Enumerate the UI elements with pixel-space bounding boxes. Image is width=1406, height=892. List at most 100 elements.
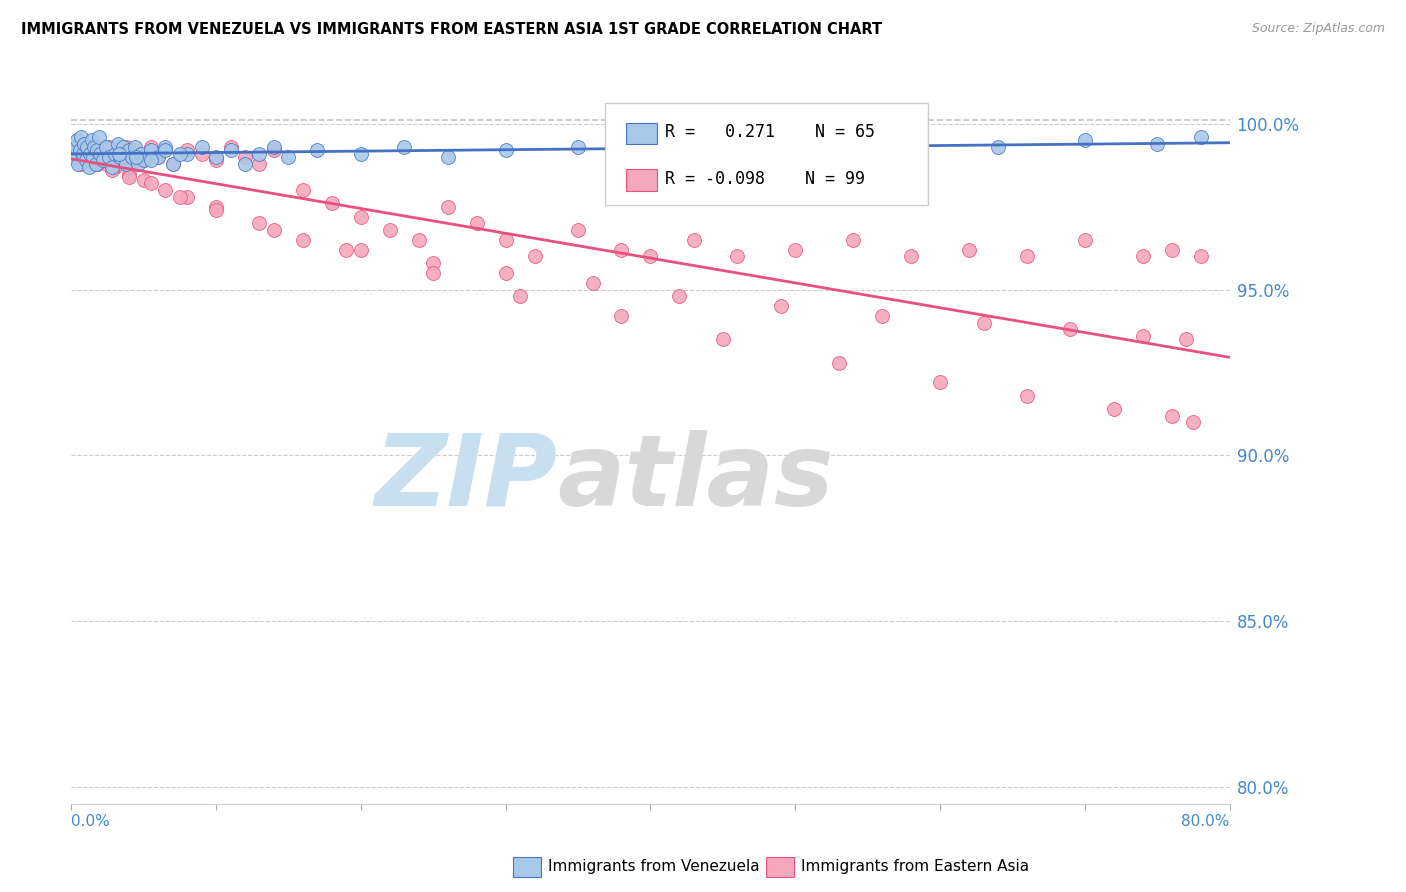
Text: R = -0.098    N = 99: R = -0.098 N = 99	[665, 170, 865, 188]
Point	[813, 143, 835, 157]
Point	[495, 266, 517, 280]
Point	[127, 156, 149, 170]
Point	[155, 143, 177, 157]
Point	[900, 249, 922, 263]
Point	[205, 150, 228, 164]
Point	[73, 136, 96, 151]
Point	[335, 243, 357, 257]
Point	[132, 153, 155, 168]
Point	[321, 196, 343, 211]
Point	[104, 156, 127, 170]
Point	[63, 140, 86, 154]
Point	[162, 156, 184, 170]
Point	[87, 130, 110, 145]
Point	[169, 146, 191, 161]
Point	[67, 156, 90, 170]
Point	[1102, 402, 1125, 417]
Point	[1132, 329, 1154, 343]
Point	[394, 140, 416, 154]
Point	[101, 150, 124, 164]
Point	[115, 156, 138, 170]
Point	[219, 140, 242, 154]
Point	[291, 183, 314, 197]
Text: 0.0%: 0.0%	[72, 814, 110, 829]
Point	[86, 143, 108, 157]
Point	[118, 167, 141, 181]
Point	[107, 136, 129, 151]
Point	[263, 140, 285, 154]
Point	[640, 249, 662, 263]
Point	[72, 146, 94, 161]
Point	[205, 202, 228, 217]
Point	[127, 146, 149, 161]
Point	[139, 153, 162, 168]
Point	[711, 332, 734, 346]
Point	[581, 276, 603, 290]
Point	[523, 249, 546, 263]
Point	[110, 150, 132, 164]
Point	[1146, 136, 1168, 151]
Point	[110, 146, 132, 161]
Point	[1160, 243, 1182, 257]
Point	[176, 146, 198, 161]
Point	[132, 173, 155, 187]
Point	[683, 233, 706, 247]
Point	[350, 146, 373, 161]
Point	[465, 216, 488, 230]
Point	[900, 136, 922, 151]
Point	[190, 140, 212, 154]
Point	[870, 309, 893, 323]
Point	[263, 143, 285, 157]
Point	[1175, 332, 1198, 346]
Point	[1015, 249, 1038, 263]
Point	[94, 140, 117, 154]
Point	[263, 223, 285, 237]
Point	[350, 210, 373, 224]
Point	[1189, 130, 1212, 145]
Point	[146, 150, 169, 164]
Point	[640, 146, 662, 161]
Point	[97, 140, 120, 154]
Point	[89, 146, 111, 161]
Point	[785, 243, 807, 257]
Point	[155, 140, 177, 154]
Point	[65, 140, 87, 154]
Point	[75, 146, 97, 161]
Point	[101, 163, 124, 178]
Point	[176, 143, 198, 157]
Point	[94, 153, 117, 168]
Point	[249, 146, 271, 161]
Point	[82, 150, 104, 164]
Point	[104, 146, 127, 161]
Point	[75, 153, 97, 168]
Point	[125, 150, 148, 164]
Point	[107, 143, 129, 157]
Point	[842, 233, 865, 247]
Text: ZIP: ZIP	[375, 430, 558, 527]
Point	[124, 140, 146, 154]
Point	[86, 156, 108, 170]
Point	[610, 243, 633, 257]
Point	[1160, 409, 1182, 423]
Point	[249, 216, 271, 230]
Point	[89, 143, 111, 157]
Point	[101, 160, 124, 174]
Point	[108, 146, 131, 161]
Point	[725, 140, 748, 154]
Point	[75, 146, 97, 161]
Point	[929, 376, 952, 390]
Point	[828, 355, 851, 369]
Point	[495, 143, 517, 157]
Point	[72, 143, 94, 157]
Point	[291, 233, 314, 247]
Point	[129, 146, 152, 161]
Point	[139, 177, 162, 191]
Point	[1132, 249, 1154, 263]
Point	[668, 289, 690, 303]
Point	[69, 143, 91, 157]
Point	[567, 223, 589, 237]
Point	[77, 153, 100, 168]
Point	[91, 146, 114, 161]
Point	[155, 183, 177, 197]
Text: IMMIGRANTS FROM VENEZUELA VS IMMIGRANTS FROM EASTERN ASIA 1ST GRADE CORRELATION : IMMIGRANTS FROM VENEZUELA VS IMMIGRANTS …	[21, 22, 882, 37]
